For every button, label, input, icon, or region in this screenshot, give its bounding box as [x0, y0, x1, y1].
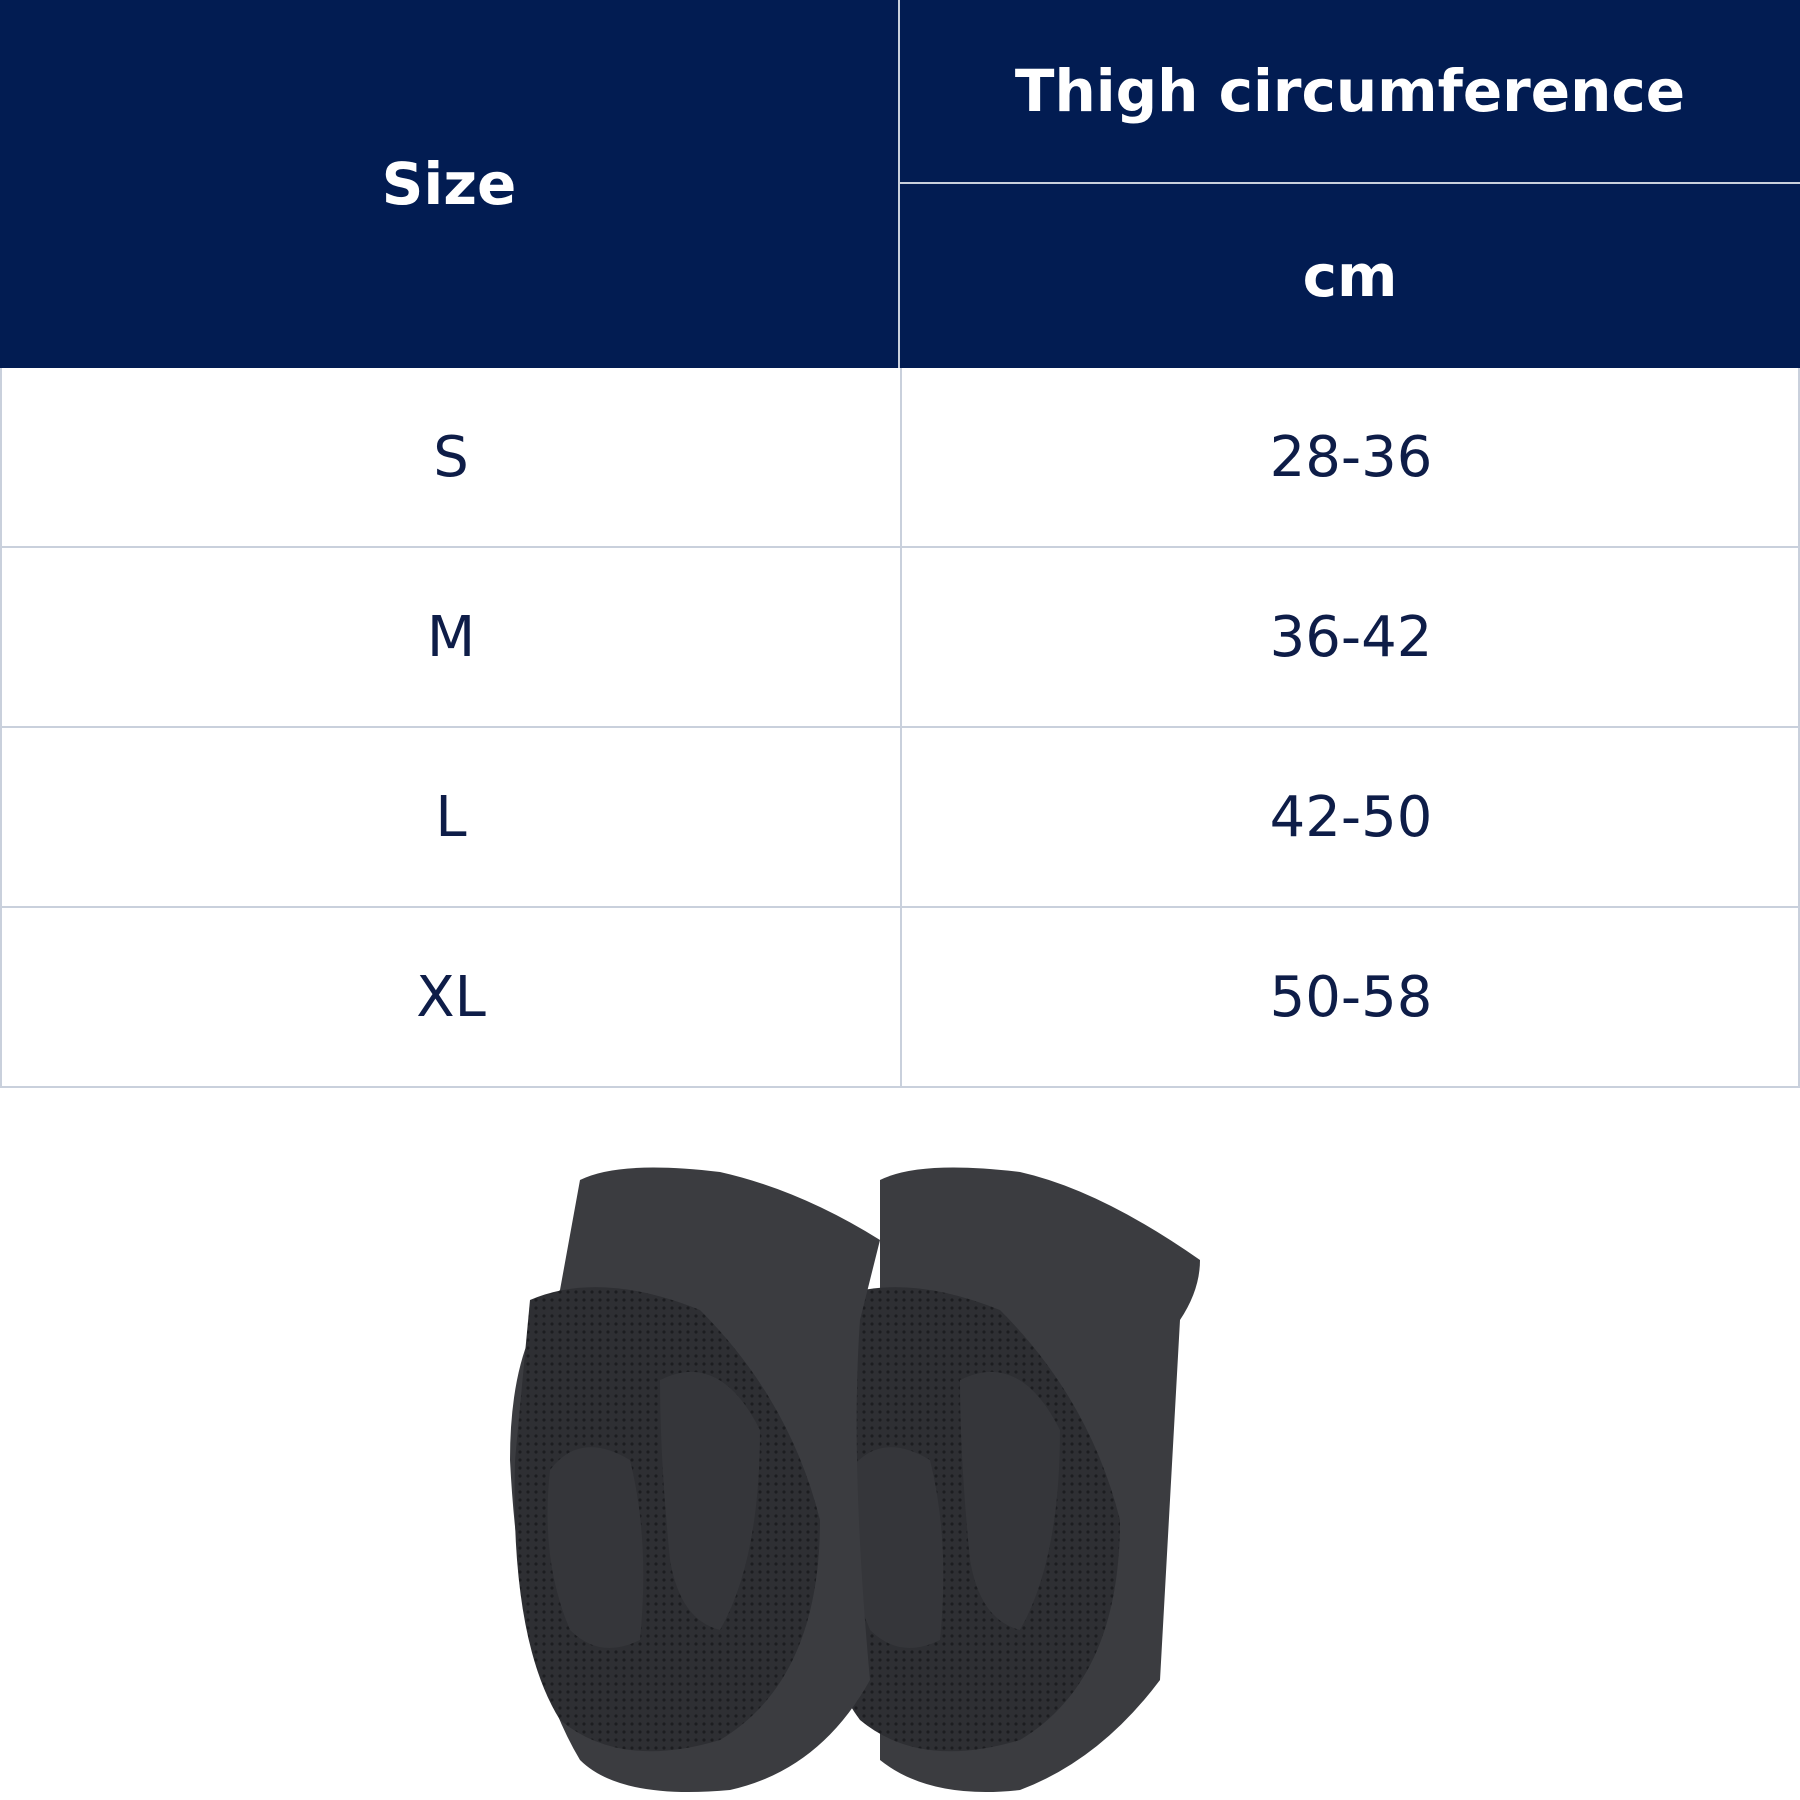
size-cell: S — [2, 368, 902, 546]
size-cell: M — [2, 548, 902, 726]
table-row: XL 50-58 — [0, 908, 1800, 1088]
knee-pads-image — [510, 1167, 1200, 1792]
knee-pad-right — [808, 1167, 1200, 1792]
size-cell: L — [2, 728, 902, 906]
table-row: S 28-36 — [0, 368, 1800, 548]
table-row: L 42-50 — [0, 728, 1800, 908]
range-cell: 50-58 — [1269, 964, 1433, 1030]
header-size: Size — [0, 0, 900, 368]
table-row: M 36-42 — [0, 548, 1800, 728]
range-cell: 36-42 — [1269, 604, 1433, 670]
header-thigh-circumference: Thigh circumference — [900, 0, 1800, 184]
range-cell: 28-36 — [1269, 424, 1433, 490]
header-unit: cm — [1302, 242, 1398, 310]
table-header: Size Thigh circumference cm — [0, 0, 1800, 368]
range-cell: 42-50 — [1269, 784, 1433, 850]
knee-pad-left — [510, 1167, 880, 1792]
size-cell: XL — [2, 908, 902, 1086]
